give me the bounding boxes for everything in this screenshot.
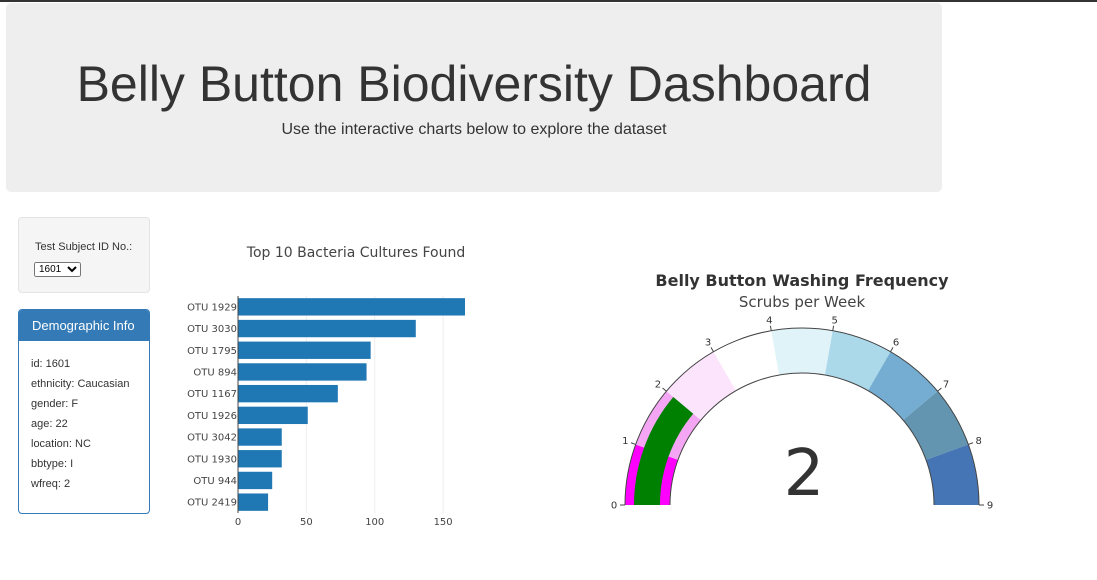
gauge-tick [662, 387, 667, 392]
demographic-panel: Demographic Info id: 1601 ethnicity: Cauc… [18, 309, 150, 514]
page-subtitle: Use the interactive charts below to expl… [281, 121, 667, 138]
bar-x-tick-label: 100 [365, 517, 384, 528]
gauge-tick-label: 9 [987, 501, 993, 512]
bar [238, 493, 269, 511]
bar-x-tick-label: 150 [434, 517, 453, 528]
demographic-row: id: 1601 [31, 358, 71, 370]
page-title: Belly Button Biodiversity Dashboard [76, 56, 872, 112]
gauge-value-bar [634, 397, 694, 505]
subject-selector-label: Test Subject ID No.: [35, 241, 133, 253]
gauge-title: Belly Button Washing Frequency [655, 271, 949, 290]
bar-category-label: OTU 894 [193, 367, 237, 378]
gauge-outline [624, 327, 980, 506]
bar-category-label: OTU 1926 [187, 411, 237, 422]
demographic-row: ethnicity: Caucasian [31, 378, 130, 390]
washing-frequency-gauge: Belly Button Washing Frequency Scrubs per… [611, 271, 993, 512]
bar [238, 319, 416, 338]
header-banner: Belly Button Biodiversity Dashboard Use … [6, 3, 942, 192]
gauge-tick-label: 5 [831, 315, 837, 326]
gauge-tick [769, 325, 772, 331]
demographic-panel-body: id: 1601 ethnicity: Caucasian gender: F age… [19, 341, 149, 497]
gauge-tick-label: 7 [943, 380, 949, 391]
bar [238, 450, 282, 468]
bar-category-label: OTU 1795 [187, 346, 237, 357]
gauge-tick [937, 387, 942, 392]
gauge-subtitle: Scrubs per Week [739, 293, 866, 311]
bar-category-label: OTU 1167 [187, 389, 237, 400]
bar [238, 406, 308, 425]
bar-category-label: OTU 2419 [187, 498, 237, 509]
gauge-step [903, 391, 969, 460]
gauge-tick [832, 325, 835, 331]
gauge-step [713, 330, 780, 391]
bar-x-tick-label: 0 [235, 517, 241, 528]
bar-chart-title: Top 10 Bacteria Cultures Found [246, 245, 465, 261]
gauge-tick-label: 4 [766, 315, 772, 326]
gauge-step [926, 444, 979, 505]
gauge-inner-outline [669, 372, 935, 506]
gauge-step [771, 328, 833, 376]
demographic-panel-heading: Demographic Info [19, 310, 149, 341]
bar-category-label: OTU 1930 [187, 454, 237, 465]
gauge-step [868, 351, 938, 421]
bar [238, 298, 465, 316]
gauge-tick-label: 0 [611, 501, 617, 512]
bar [238, 341, 371, 359]
top10-bar-chart: Top 10 Bacteria Cultures Found 0 50 100 150 O… [187, 245, 465, 528]
gauge-tick-label: 2 [655, 380, 661, 391]
bar-category-label: OTU 944 [193, 476, 237, 487]
gauge-step [666, 351, 736, 421]
bar [238, 428, 282, 446]
bar-category-label: OTU 1929 [187, 302, 237, 313]
gauge-tick [710, 347, 714, 352]
gauge-tick-label: 3 [705, 338, 711, 349]
gauge-tick [630, 442, 636, 445]
subject-selector-panel: Test Subject ID No.: 1601 [18, 217, 150, 293]
gauge-tick-label: 6 [893, 338, 899, 349]
gauge-step [824, 330, 891, 391]
bar-category-label: OTU 3030 [187, 324, 237, 335]
demographic-row: wfreq: 2 [31, 478, 71, 490]
gauge-tick [890, 347, 894, 352]
demographic-row: bbtype: I [31, 458, 74, 470]
demographic-row: age: 22 [31, 418, 68, 430]
bar [238, 384, 338, 403]
bar-x-tick-label: 50 [300, 517, 313, 528]
gauge-tick [968, 442, 974, 445]
gauge-value-number: 2 [784, 437, 825, 511]
gauge-tick-label: 1 [622, 436, 628, 447]
gauge-tick-label: 8 [975, 436, 981, 447]
bar-category-label: OTU 3042 [187, 433, 237, 444]
bar [238, 471, 273, 490]
subject-id-dropdown[interactable]: 1601 [34, 262, 81, 277]
demographic-row: location: NC [31, 438, 91, 450]
top-border [0, 0, 1097, 2]
demographic-row: gender: F [31, 398, 79, 410]
bar [238, 363, 367, 381]
